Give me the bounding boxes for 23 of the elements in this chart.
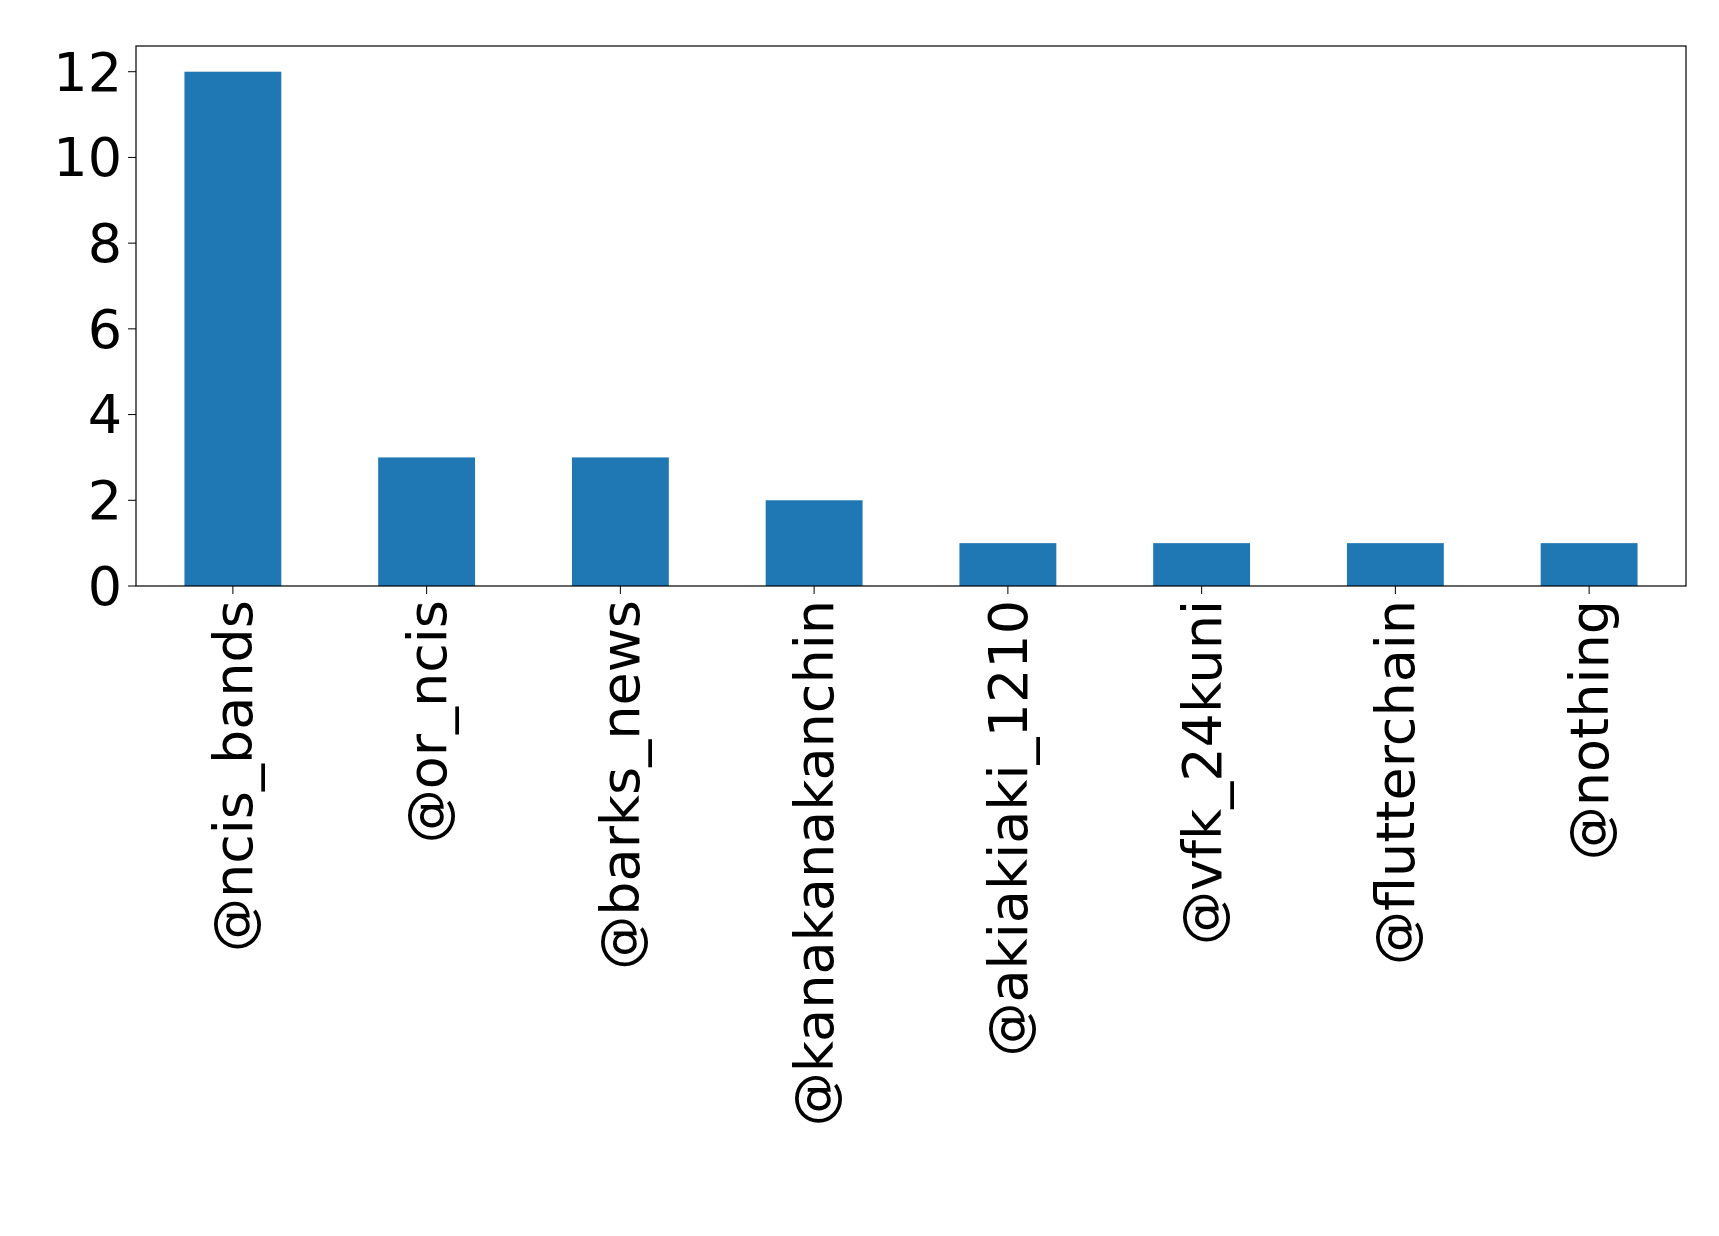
y-tick-label: 10 (53, 126, 122, 190)
bar (959, 543, 1057, 586)
y-tick-label: 12 (53, 40, 122, 104)
x-tick-label: @ncis_bands (201, 600, 265, 953)
y-tick-label: 6 (87, 297, 122, 361)
y-tick-label: 8 (87, 212, 122, 276)
x-tick-label: @kanakanakanchin (783, 600, 847, 1127)
y-tick-label: 0 (87, 554, 122, 618)
bar (1153, 543, 1251, 586)
bar (378, 457, 476, 586)
x-tick-label: @barks_news (589, 600, 653, 970)
x-tick-label: @akiakiaki_1210 (976, 600, 1040, 1057)
bar (571, 457, 669, 586)
x-tick-label: @flutterchain (1364, 600, 1428, 966)
x-tick-label: @nothing (1558, 600, 1622, 861)
bar (184, 71, 282, 586)
x-tick-label: @or_ncis (395, 600, 459, 844)
y-tick-label: 2 (87, 469, 122, 533)
bar (765, 500, 863, 586)
y-tick-label: 4 (87, 383, 122, 447)
x-tick-label: @vfk_24kuni (1170, 600, 1234, 946)
bar (1540, 543, 1638, 586)
bar (1346, 543, 1444, 586)
